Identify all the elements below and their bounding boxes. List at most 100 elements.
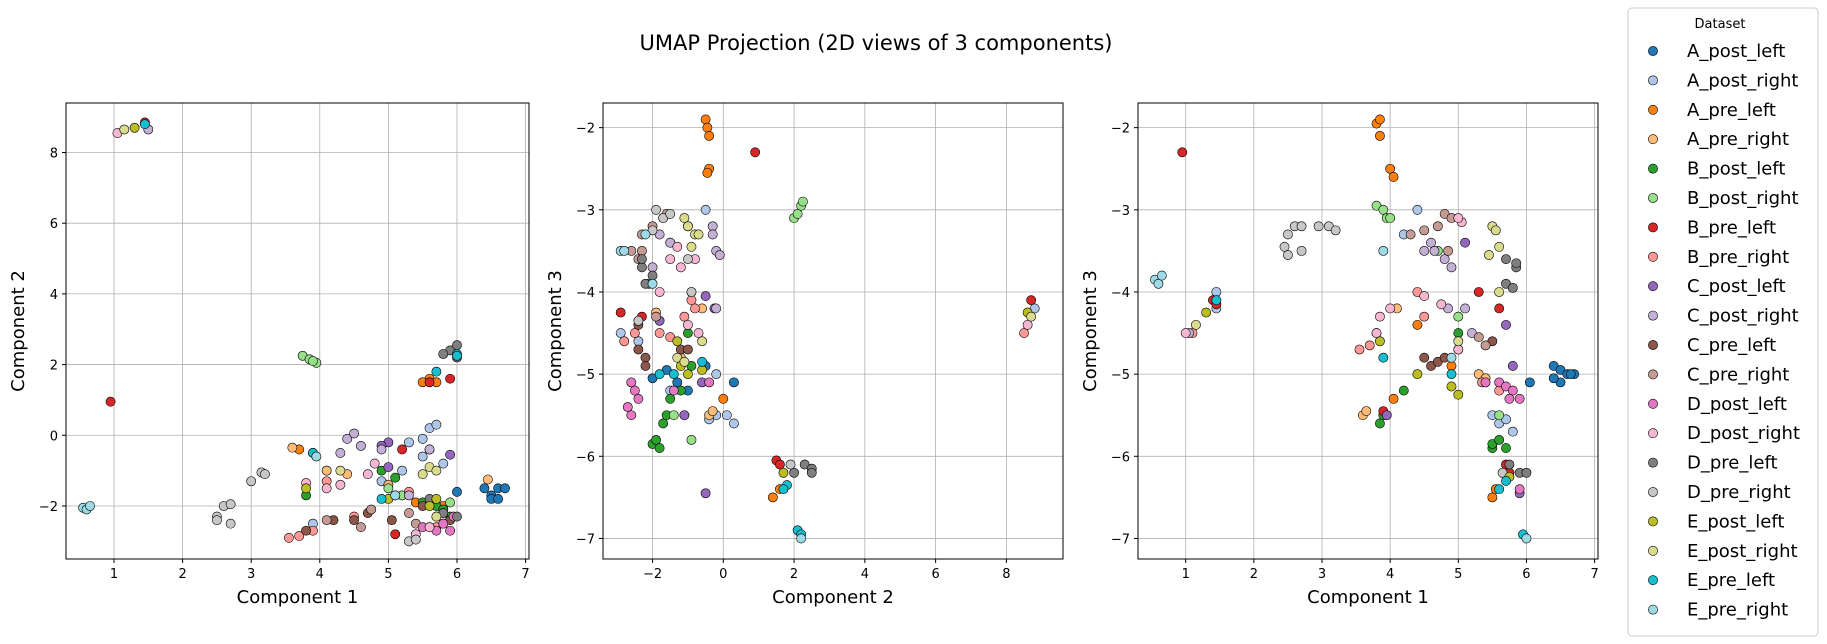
series-E_post_right xyxy=(119,124,442,522)
x-tick-label: 2 xyxy=(178,567,186,582)
scatter-point xyxy=(778,467,789,478)
scatter-point xyxy=(335,479,346,490)
scatter-point xyxy=(640,361,651,371)
y-tick-label: −5 xyxy=(1111,368,1130,383)
scatter-point xyxy=(1412,369,1423,380)
scatter-point xyxy=(397,444,408,455)
x-tick-label: 7 xyxy=(1590,567,1598,582)
scatter-point xyxy=(1453,389,1464,400)
scatter-point xyxy=(1521,467,1532,478)
scatter-point xyxy=(1419,311,1430,322)
x-tick-label: 3 xyxy=(1318,567,1326,582)
scatter-point xyxy=(1514,484,1525,495)
scatter-point xyxy=(806,467,817,478)
y-tick-label: −2 xyxy=(1111,122,1130,137)
scatter-point xyxy=(686,434,697,445)
legend-marker xyxy=(1648,46,1658,56)
legend-marker xyxy=(1648,545,1658,556)
legend-entry: C_pre_left xyxy=(1648,335,1776,356)
x-tick-label: 6 xyxy=(1522,567,1530,582)
scatter-point xyxy=(668,410,679,421)
legend-label: B_pre_right xyxy=(1687,247,1789,268)
scatter-point xyxy=(1211,295,1222,306)
scatter-point xyxy=(654,328,665,338)
scatter-point xyxy=(1514,393,1525,404)
scatter-point xyxy=(654,287,665,297)
scatter-point xyxy=(1375,336,1385,347)
scatter-point xyxy=(615,307,626,318)
scatter-point xyxy=(792,209,803,219)
plot-frame xyxy=(65,102,530,560)
scatter-point xyxy=(438,458,449,469)
scatter-point xyxy=(683,319,693,330)
scatter-point xyxy=(679,311,690,322)
scatter-point xyxy=(704,377,715,388)
subplots: 1 2 3 4 5 6 7 −2 0 2 4 6 8 Component 1 Component 2 −2 0 2… xyxy=(8,102,1599,608)
scatter-point xyxy=(658,418,669,429)
legend-marker xyxy=(1648,310,1658,321)
scatter-point xyxy=(342,433,353,444)
scatter-point xyxy=(1375,130,1385,141)
series-D_pre_right xyxy=(633,204,796,470)
scatter-point xyxy=(697,365,707,375)
y-axis-label: Component 3 xyxy=(545,270,566,392)
y-tick-label: −3 xyxy=(576,204,595,219)
scatter-point xyxy=(1283,250,1293,260)
scatter-point xyxy=(105,396,116,407)
y-tick-label: −3 xyxy=(1111,204,1130,219)
legend-entry: B_pre_left xyxy=(1648,217,1776,238)
series-A_pre_left xyxy=(665,114,785,503)
x-tick-label: 0 xyxy=(719,567,727,582)
scatter-point xyxy=(1446,369,1457,380)
series-B_post_right xyxy=(297,350,456,508)
scatter-point xyxy=(700,291,711,301)
scatter-point xyxy=(686,241,697,252)
scatter-point xyxy=(438,349,449,359)
scatter-point xyxy=(1429,245,1440,256)
scatter-point xyxy=(1375,418,1385,429)
scatter-point xyxy=(633,344,644,355)
scatter-point xyxy=(1507,361,1518,371)
legend-label: E_post_left xyxy=(1687,511,1784,532)
scatter-point xyxy=(1443,245,1453,256)
legend-entry: E_pre_right xyxy=(1648,600,1788,621)
scatter-point xyxy=(417,433,428,444)
scatter-point xyxy=(1432,221,1443,232)
x-tick-label: 4 xyxy=(1386,567,1394,582)
series-D_post_right xyxy=(112,128,435,540)
legend-marker xyxy=(1648,340,1658,350)
scatter-point xyxy=(707,406,718,417)
scatter-point xyxy=(390,529,401,540)
scatter-point xyxy=(452,350,462,361)
scatter-point xyxy=(1361,406,1372,417)
scatter-point xyxy=(1446,352,1457,363)
scatter-point xyxy=(1490,225,1501,236)
legend-entries: A_post_left A_post_right A_pre_left A_pre_r… xyxy=(1648,41,1800,621)
scatter-point xyxy=(1378,352,1389,363)
scatter-point xyxy=(1364,340,1375,351)
scatter-point xyxy=(615,328,626,338)
scatter-point xyxy=(1494,241,1505,252)
scatter-point xyxy=(1375,114,1385,125)
scatter-point xyxy=(1388,172,1399,182)
scatter-point xyxy=(1494,434,1505,445)
y-tick-label: 2 xyxy=(50,359,58,374)
scatter-point xyxy=(212,515,222,526)
series-D_pre_left xyxy=(1501,254,1532,478)
x-tick-label: 4 xyxy=(316,567,324,582)
scatter-point xyxy=(1313,221,1324,232)
scatter-point xyxy=(700,114,711,125)
scatter-point xyxy=(356,522,366,533)
legend-marker xyxy=(1648,193,1658,203)
legend-entry: C_post_left xyxy=(1648,276,1786,297)
legend-marker xyxy=(1648,134,1658,145)
scatter-point xyxy=(665,209,676,219)
scatter-point xyxy=(633,393,644,404)
scatter-point xyxy=(1283,229,1293,240)
scatter-point xyxy=(1026,311,1037,322)
x-axis-label: Component 1 xyxy=(1307,587,1429,608)
scatter-point xyxy=(702,122,713,133)
legend-label: A_pre_left xyxy=(1687,100,1776,121)
scatter-point xyxy=(1565,369,1576,380)
scatter-point xyxy=(1453,336,1464,347)
